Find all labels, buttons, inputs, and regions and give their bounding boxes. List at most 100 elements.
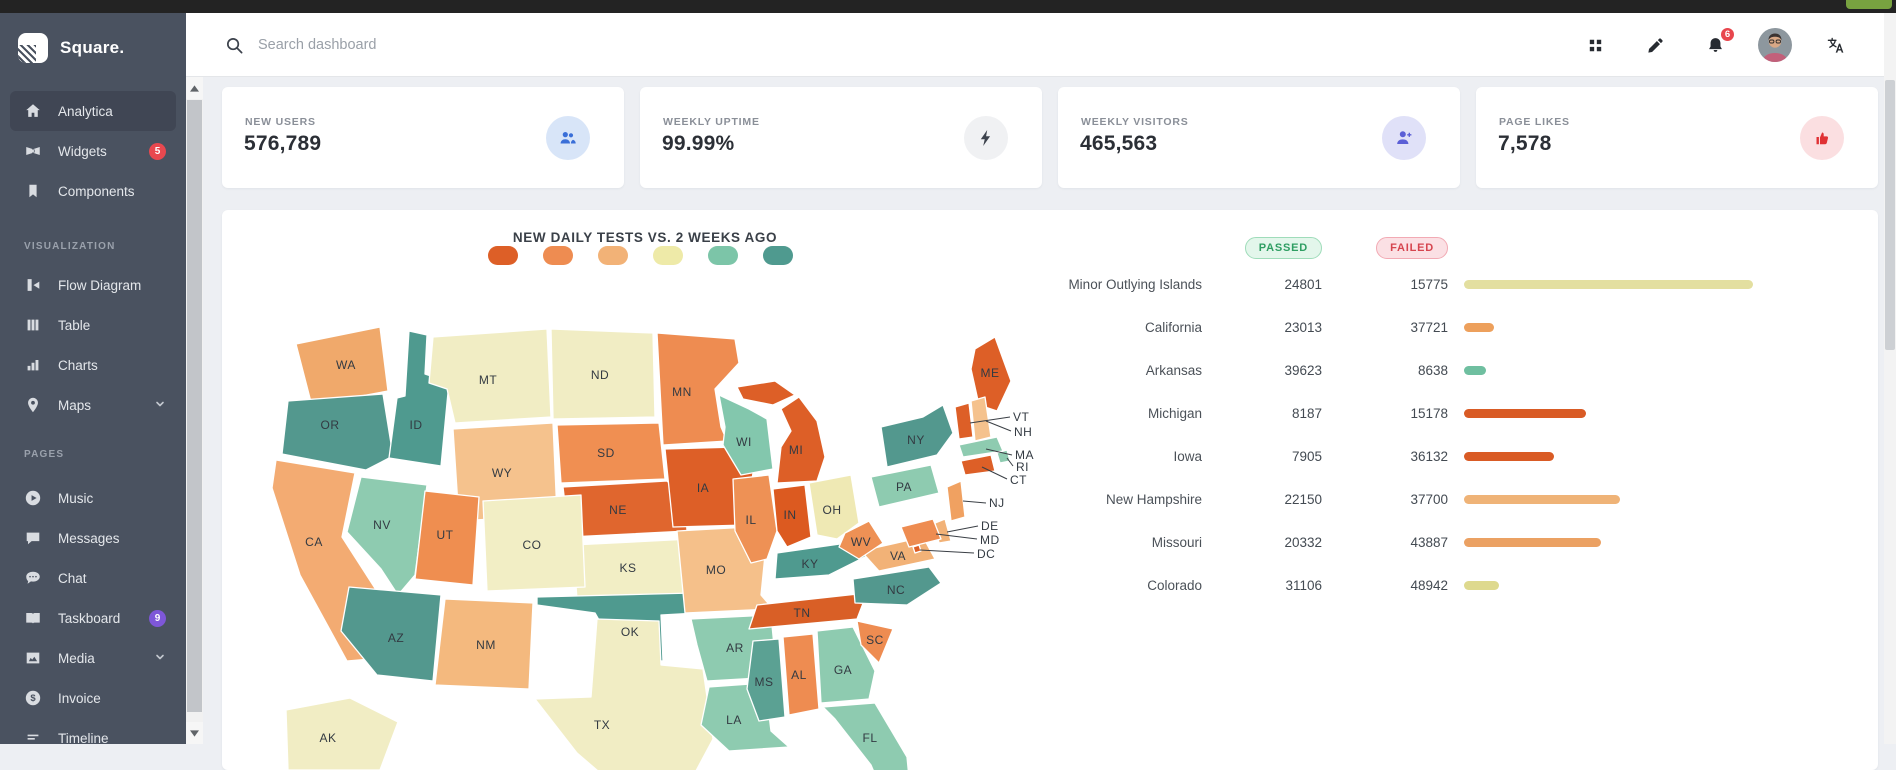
map-state-az[interactable] (340, 586, 442, 682)
legend-swatches (488, 246, 793, 265)
passed-value: 24801 (1284, 277, 1322, 292)
sidebar-item-taskboard[interactable]: Taskboard 9 (10, 598, 176, 638)
map-state-dc[interactable] (912, 544, 922, 554)
map-state-nm[interactable] (434, 598, 534, 690)
sidebar-item-invoice[interactable]: $ Invoice (10, 678, 176, 718)
sidebar-item-timeline[interactable]: Timeline (10, 718, 176, 744)
map-state-wi[interactable] (718, 394, 774, 476)
page-scrollbar-thumb[interactable] (1885, 80, 1895, 350)
map-state-nc[interactable] (852, 566, 942, 606)
failed-value: 48942 (1410, 578, 1448, 593)
map-state-shape[interactable] (736, 380, 796, 406)
sidebar-item-flow-diagram[interactable]: Flow Diagram (10, 265, 176, 305)
map-state-al[interactable] (782, 633, 820, 716)
map-state-in[interactable] (772, 484, 812, 548)
map-state-ri[interactable] (996, 449, 1011, 464)
map-state-il[interactable] (732, 474, 778, 564)
map-state-ga[interactable] (816, 626, 876, 704)
region-name: Iowa (1173, 449, 1202, 464)
map-state-me[interactable] (970, 336, 1012, 412)
map-state-wv[interactable] (838, 520, 884, 560)
map-state-sd[interactable] (556, 422, 666, 484)
sidebar-scrollbar-thumb[interactable] (187, 100, 202, 712)
map-state-ma[interactable] (958, 436, 1004, 458)
map-state-ms[interactable] (746, 638, 786, 722)
map-state-md[interactable] (900, 518, 942, 548)
sidebar-item-analytica[interactable]: Analytica (10, 91, 176, 131)
map-state-sc[interactable] (856, 620, 894, 664)
map-state-nh[interactable] (970, 396, 992, 442)
map-label-ms: MS (755, 675, 774, 689)
sidebar-scrollbar[interactable] (186, 77, 203, 744)
scroll-down-button[interactable] (186, 722, 203, 744)
sidebar-item-messages[interactable]: Messages (10, 518, 176, 558)
region-bar (1464, 323, 1494, 332)
failed-value: 36132 (1410, 449, 1448, 464)
sidebar-item-table[interactable]: Table (10, 305, 176, 345)
stat-value: 7,578 (1498, 132, 1552, 155)
notifications-bell-icon[interactable]: 6 (1698, 27, 1735, 62)
map-callout-label-md: MD (980, 533, 1000, 547)
map-state-ct[interactable] (960, 454, 996, 476)
map-state-nj[interactable] (946, 480, 966, 522)
region-name: Michigan (1147, 406, 1202, 421)
map-state-ut[interactable] (414, 490, 480, 586)
map-label-wi: WI (736, 435, 752, 449)
translate-icon[interactable] (1818, 28, 1852, 62)
sidebar-item-chat[interactable]: Chat (10, 558, 176, 598)
map-label-in: IN (784, 508, 797, 522)
sidebar-item-label: Chat (58, 570, 87, 586)
region-bar (1464, 409, 1586, 418)
map-callout-line-de (946, 525, 979, 533)
user-avatar[interactable] (1758, 28, 1792, 62)
page-scrollbar[interactable] (1884, 13, 1896, 744)
region-bar (1464, 366, 1486, 375)
map-callout-line-md (935, 533, 978, 540)
map-label-mo: MO (706, 563, 726, 577)
map-state-ak[interactable] (285, 697, 399, 770)
play-icon (24, 489, 42, 507)
sidebar-item-media[interactable]: Media (10, 638, 176, 678)
map-state-mn[interactable] (656, 332, 740, 446)
map-label-ga: GA (834, 663, 852, 677)
passed-value: 7905 (1291, 449, 1322, 464)
apps-grid-icon[interactable] (1578, 28, 1612, 62)
search-input[interactable] (258, 37, 558, 53)
sidebar-item-label: Flow Diagram (58, 277, 142, 293)
map-state-co[interactable] (482, 494, 586, 592)
passed-value: 20332 (1284, 535, 1322, 550)
map-state-or[interactable] (281, 393, 394, 471)
regions-table: Minor Outlying Islands 24801 15775 Californ… (1060, 263, 1820, 607)
legend-swatch (598, 246, 628, 265)
map-state-mt[interactable] (428, 328, 552, 424)
map-label-az: AZ (388, 631, 404, 645)
scroll-up-button[interactable] (186, 77, 203, 99)
map-state-mi[interactable] (776, 396, 826, 484)
failed-value: 37721 (1410, 320, 1448, 335)
map-state-tn[interactable] (748, 592, 868, 630)
map-label-mn: MN (672, 385, 692, 399)
search-bar[interactable] (225, 13, 558, 77)
region-name: California (1144, 320, 1202, 335)
app-logo[interactable]: Square. (18, 33, 186, 63)
sidebar-item-components[interactable]: Components (10, 171, 176, 211)
table-row: Minor Outlying Islands 24801 15775 (1060, 263, 1820, 306)
map-state-id[interactable] (388, 330, 450, 467)
sidebar-item-maps[interactable]: Maps (10, 385, 176, 425)
sidebar-item-music[interactable]: Music (10, 478, 176, 518)
map-state-ny[interactable] (880, 404, 954, 468)
sidebar-item-charts[interactable]: Charts (10, 345, 176, 385)
map-callout-label-dc: DC (977, 547, 995, 561)
pin-icon (24, 396, 42, 414)
map-label-nd: ND (591, 368, 609, 382)
map-label-wv: WV (851, 535, 871, 549)
map-state-pa[interactable] (870, 464, 940, 508)
map-state-ky[interactable] (774, 542, 870, 580)
edit-pencil-icon[interactable] (1638, 28, 1672, 62)
map-label-pa: PA (896, 480, 912, 494)
map-state-nd[interactable] (550, 328, 656, 420)
map-state-tx[interactable] (534, 618, 714, 770)
map-state-vt[interactable] (954, 402, 974, 440)
browser-profile-chip[interactable] (1846, 0, 1892, 9)
sidebar-item-widgets[interactable]: Widgets 5 (10, 131, 176, 171)
